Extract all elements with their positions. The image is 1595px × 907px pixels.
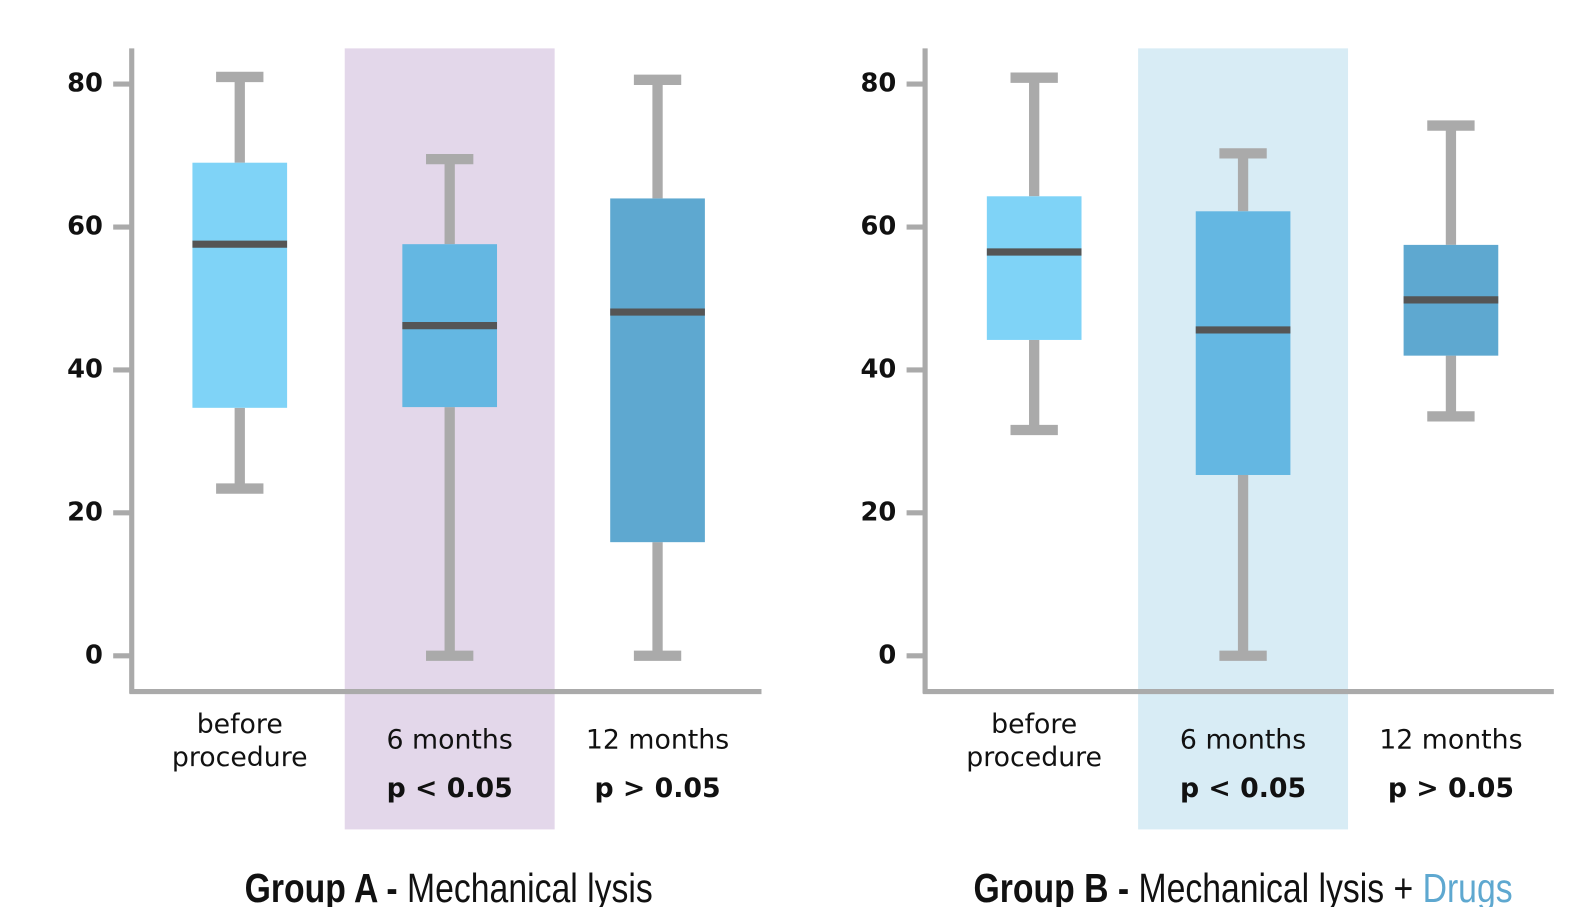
box	[610, 198, 705, 542]
chart-title: Group A - Mechanical lysis	[245, 865, 653, 907]
x-tick-label: 6 months	[387, 724, 513, 755]
box	[1196, 211, 1291, 475]
y-tick-label: 20	[67, 497, 103, 527]
chart: 020406080beforeprocedure6 monthsp < 0.05…	[0, 0, 1595, 907]
p-value: p < 0.05	[387, 773, 513, 804]
p-value: p < 0.05	[1180, 773, 1306, 804]
box	[987, 196, 1082, 340]
x-tick-label: procedure	[966, 742, 1102, 773]
y-tick-label: 80	[67, 69, 103, 99]
x-tick-label: 12 months	[586, 724, 729, 755]
title-part: Group A -	[245, 865, 407, 907]
y-tick-label: 20	[860, 497, 896, 527]
y-tick-label: 0	[85, 640, 103, 670]
x-tick-label: before	[991, 709, 1077, 740]
chart-title: Group B - Mechanical lysis + Drugs	[974, 865, 1513, 907]
y-tick-label: 60	[860, 212, 896, 242]
p-value: p > 0.05	[1388, 773, 1514, 804]
title-part: Group B -	[974, 865, 1139, 907]
y-tick-label: 0	[878, 640, 896, 670]
title-part: Drugs	[1423, 865, 1513, 907]
box	[192, 163, 287, 408]
y-tick-label: 60	[67, 212, 103, 242]
p-value: p > 0.05	[594, 773, 720, 804]
y-tick-label: 80	[860, 69, 896, 99]
y-tick-label: 40	[860, 354, 896, 384]
x-tick-label: 12 months	[1379, 724, 1522, 755]
title-part: Mechanical lysis +	[1138, 865, 1422, 907]
x-tick-label: before	[197, 709, 283, 740]
x-tick-label: 6 months	[1180, 724, 1306, 755]
title-part: Mechanical lysis	[407, 865, 653, 907]
y-tick-label: 40	[67, 354, 103, 384]
x-tick-label: procedure	[172, 742, 308, 773]
